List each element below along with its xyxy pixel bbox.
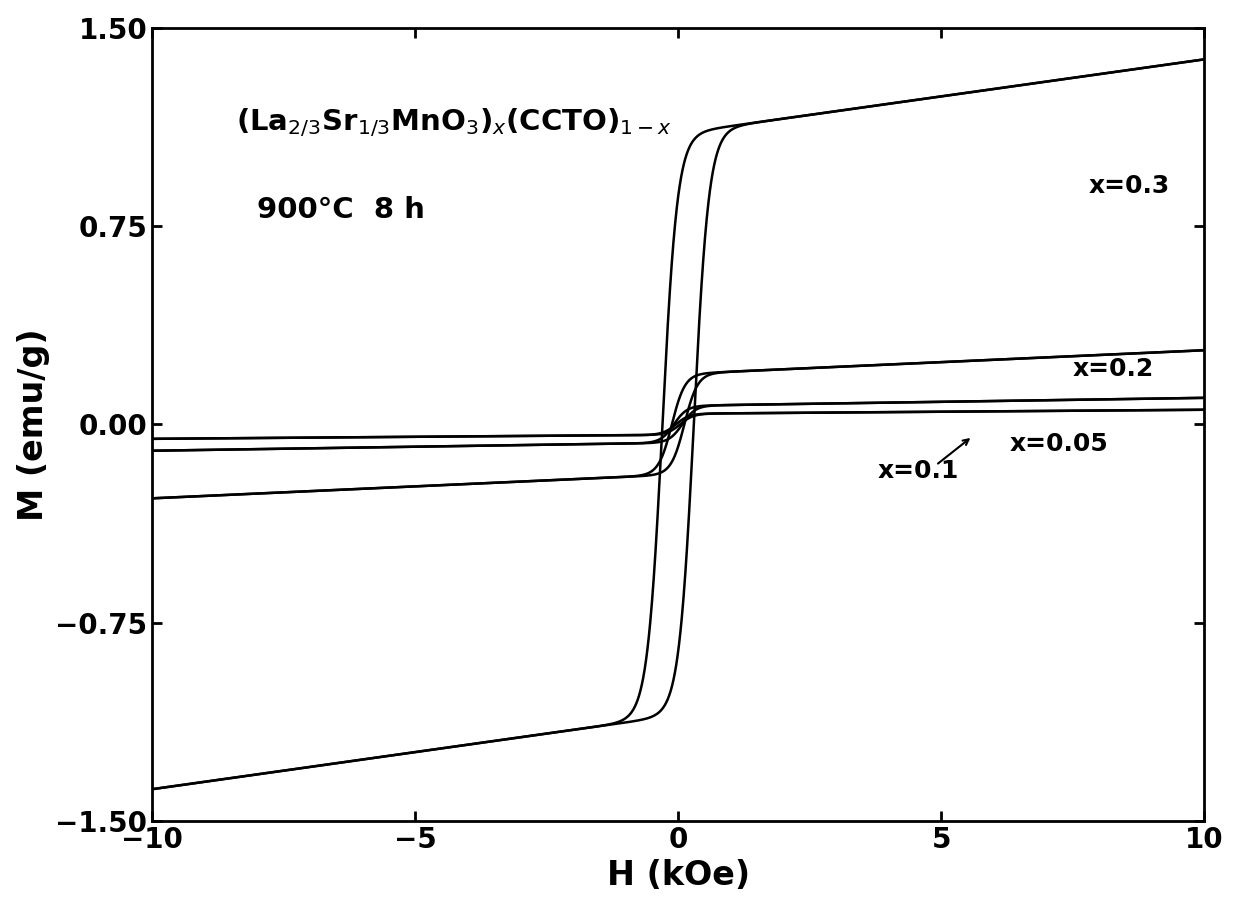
Text: 900°C  8 h: 900°C 8 h — [258, 196, 425, 225]
Text: x=0.05: x=0.05 — [1009, 432, 1109, 456]
Text: x=0.1: x=0.1 — [878, 458, 960, 483]
Text: x=0.3: x=0.3 — [1089, 175, 1169, 198]
Text: (La$_{2/3}$Sr$_{1/3}$MnO$_{3}$)$_{x}$(CCTO)$_{1-x}$: (La$_{2/3}$Sr$_{1/3}$MnO$_{3}$)$_{x}$(CC… — [237, 106, 672, 139]
X-axis label: H (kOe): H (kOe) — [606, 859, 750, 893]
Text: x=0.2: x=0.2 — [1073, 356, 1153, 381]
Y-axis label: M (emu/g): M (emu/g) — [16, 328, 50, 521]
